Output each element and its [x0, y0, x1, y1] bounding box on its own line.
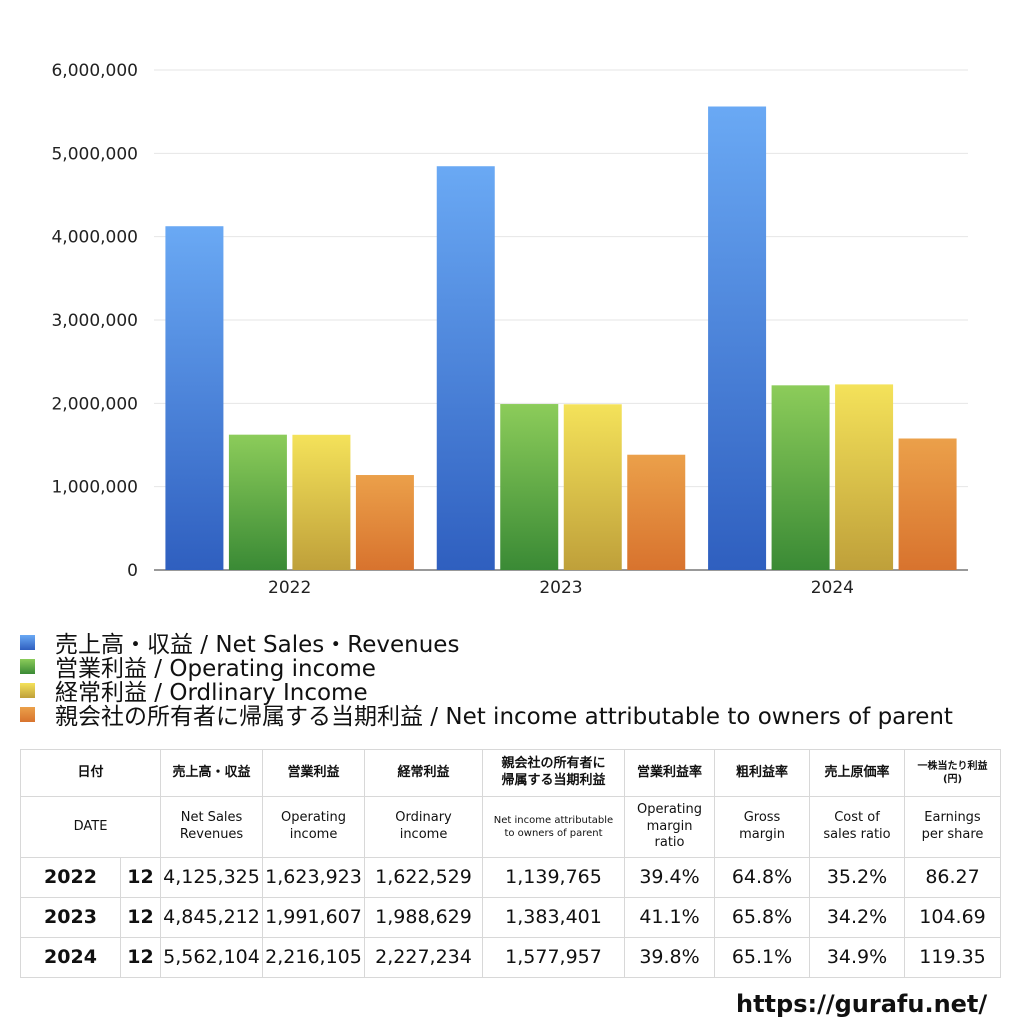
cell-cost-ratio: 34.2% — [809, 897, 906, 938]
bar — [835, 384, 894, 570]
header-net-sales-en: Net Sales Revenues — [160, 796, 264, 858]
header-operating-income-jp: 営業利益 — [262, 749, 366, 797]
bar — [436, 166, 495, 570]
cell-operating-margin: 41.1% — [624, 897, 716, 938]
cell-ordinary-income: 1,622,529 — [364, 857, 484, 898]
legend-swatch — [20, 658, 35, 674]
table-row: 2023 12 4,845,212 1,991,607 1,988,629 1,… — [20, 897, 1002, 938]
y-tick-label: 2,000,000 — [51, 394, 138, 414]
financial-table: 日付 売上高・収益 営業利益 経常利益 親会社の所有者に 帰属する当期利益 営業… — [19, 749, 1002, 978]
y-tick-label: 3,000,000 — [51, 311, 138, 331]
legend-swatch — [20, 706, 35, 722]
bar — [627, 454, 686, 570]
row-year: 2024 — [20, 937, 121, 978]
header-eps-jp: 一株当たり利益 (円) — [904, 749, 1002, 797]
y-tick-label: 4,000,000 — [51, 228, 138, 248]
cell-gross-margin: 65.1% — [714, 937, 811, 978]
legend-item-net-sales: 売上高・収益 / Net Sales・Revenues — [20, 630, 953, 658]
table-row: 2022 12 4,125,325 1,623,923 1,622,529 1,… — [20, 857, 1002, 898]
bar — [708, 106, 767, 570]
cell-ordinary-income: 1,988,629 — [364, 897, 484, 938]
cell-net-sales: 5,562,104 — [160, 937, 264, 978]
cell-operating-margin: 39.8% — [624, 937, 716, 978]
header-net-sales-jp: 売上高・収益 — [160, 749, 264, 797]
y-tick-label: 1,000,000 — [51, 478, 138, 498]
header-eps-en: Earnings per share — [904, 796, 1002, 858]
cell-cost-ratio: 35.2% — [809, 857, 906, 898]
bar — [165, 226, 224, 571]
table-row: 2024 12 5,562,104 2,216,105 2,227,234 1,… — [20, 937, 1002, 978]
cell-operating-income: 1,991,607 — [262, 897, 366, 938]
row-month: 12 — [119, 897, 162, 938]
header-date-en: DATE — [19, 796, 162, 858]
x-tick-label: 2022 — [268, 578, 311, 598]
x-tick-label: 2024 — [811, 578, 854, 598]
cell-operating-margin: 39.4% — [624, 857, 716, 898]
header-ordinary-income-en: Ordinary income — [364, 796, 484, 858]
cell-eps: 104.69 — [904, 897, 1002, 938]
cell-net-income: 1,383,401 — [482, 897, 626, 938]
cell-net-sales: 4,845,212 — [160, 897, 264, 938]
cell-eps: 119.35 — [904, 937, 1002, 978]
table-header-en: DATE Net Sales Revenues Operating income… — [19, 796, 1002, 858]
header-cost-ratio-jp: 売上原価率 — [809, 749, 906, 797]
y-tick-label: 6,000,000 — [51, 61, 138, 81]
bar — [355, 475, 414, 570]
header-cost-ratio-en: Cost of sales ratio — [809, 796, 906, 858]
cell-cost-ratio: 34.9% — [809, 937, 906, 978]
header-date-jp: 日付 — [19, 749, 162, 797]
header-net-income-jp: 親会社の所有者に 帰属する当期利益 — [482, 749, 626, 797]
row-month: 12 — [119, 937, 162, 978]
header-operating-margin-jp: 営業利益率 — [624, 749, 716, 797]
cell-net-income: 1,139,765 — [482, 857, 626, 898]
legend-swatch — [20, 634, 35, 650]
legend-label: 経常利益 / Ordlinary Income — [55, 680, 368, 706]
cell-net-sales: 4,125,325 — [160, 857, 264, 898]
header-operating-margin-en: Operating margin ratio — [624, 796, 716, 858]
legend-label: 親会社の所有者に帰属する当期利益 / Net income attributab… — [55, 704, 953, 730]
legend-item-net-income: 親会社の所有者に帰属する当期利益 / Net income attributab… — [20, 702, 953, 730]
table-header-jp: 日付 売上高・収益 営業利益 経常利益 親会社の所有者に 帰属する当期利益 営業… — [19, 749, 1002, 797]
cell-gross-margin: 65.8% — [714, 897, 811, 938]
cell-gross-margin: 64.8% — [714, 857, 811, 898]
cell-eps: 86.27 — [904, 857, 1002, 898]
bar — [771, 385, 830, 570]
bar — [563, 404, 622, 570]
bar — [292, 434, 351, 570]
bar — [228, 434, 287, 570]
row-year: 2022 — [20, 857, 121, 898]
header-operating-income-en: Operating income — [262, 796, 366, 858]
y-tick-label: 0 — [127, 561, 138, 581]
header-gross-margin-en: Gross margin — [714, 796, 811, 858]
site-url: https://gurafu.net/ — [736, 990, 988, 1018]
legend: 売上高・収益 / Net Sales・Revenues 営業利益 / Opera… — [20, 630, 953, 730]
x-tick-label: 2023 — [539, 578, 582, 598]
legend-item-operating-income: 営業利益 / Operating income — [20, 654, 953, 682]
cell-ordinary-income: 2,227,234 — [364, 937, 484, 978]
cell-operating-income: 1,623,923 — [262, 857, 366, 898]
row-year: 2023 — [20, 897, 121, 938]
y-tick-label: 5,000,000 — [51, 144, 138, 164]
header-ordinary-income-jp: 経常利益 — [364, 749, 484, 797]
legend-item-ordinary-income: 経常利益 / Ordlinary Income — [20, 678, 953, 706]
legend-swatch — [20, 682, 35, 698]
bar — [500, 404, 559, 570]
legend-label: 営業利益 / Operating income — [55, 656, 376, 682]
row-month: 12 — [119, 857, 162, 898]
cell-operating-income: 2,216,105 — [262, 937, 366, 978]
bar-chart: 0 1,000,000 2,000,000 3,000,000 4,000,000 5,0… — [51, 61, 968, 598]
cell-net-income: 1,577,957 — [482, 937, 626, 978]
header-net-income-en: Net income attributable to owners of par… — [482, 796, 626, 858]
legend-label: 売上高・収益 / Net Sales・Revenues — [55, 632, 460, 658]
bar — [898, 438, 957, 570]
header-gross-margin-jp: 粗利益率 — [714, 749, 811, 797]
